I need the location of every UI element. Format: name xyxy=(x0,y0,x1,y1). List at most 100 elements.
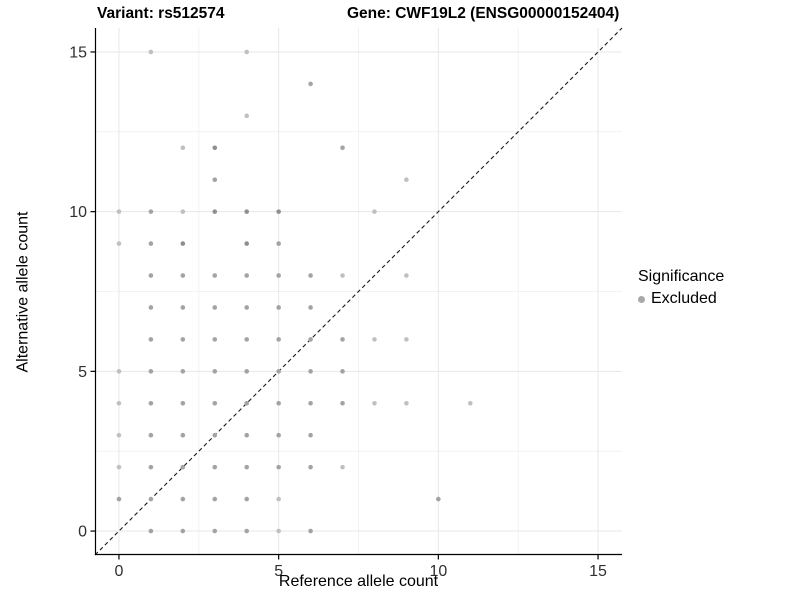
data-point xyxy=(180,145,186,151)
data-point xyxy=(308,464,313,470)
data-point xyxy=(212,273,218,278)
data-point xyxy=(116,432,122,438)
data-point xyxy=(180,528,186,534)
data-point xyxy=(212,400,218,406)
data-point xyxy=(404,400,409,406)
data-point xyxy=(308,337,313,342)
x-tick-label: 0 xyxy=(115,563,124,580)
x-axis-title: Reference allele count xyxy=(278,573,439,590)
data-point xyxy=(308,369,313,374)
data-point xyxy=(212,432,218,438)
data-point xyxy=(116,496,122,502)
y-axis-title: Alternative allele count xyxy=(14,211,32,373)
data-point xyxy=(180,305,186,310)
legend-title: Significance xyxy=(638,268,725,285)
data-point xyxy=(212,528,218,534)
data-point xyxy=(372,337,377,342)
data-point xyxy=(308,400,313,406)
y-tick-label: 15 xyxy=(69,44,87,61)
data-point xyxy=(308,432,313,438)
data-point xyxy=(116,241,122,246)
data-point xyxy=(276,273,281,278)
data-point xyxy=(404,337,409,342)
data-point xyxy=(404,273,409,278)
data-point xyxy=(244,209,250,214)
data-point xyxy=(148,49,154,55)
x-tick-label: 10 xyxy=(429,563,447,580)
data-point xyxy=(244,464,250,470)
data-point xyxy=(148,496,154,502)
data-point xyxy=(340,369,345,374)
y-tick-label: 5 xyxy=(78,364,87,381)
data-point xyxy=(404,177,409,183)
data-point xyxy=(180,496,186,502)
data-point xyxy=(148,241,154,246)
data-point xyxy=(148,369,154,374)
x-tick-label: 15 xyxy=(589,563,607,580)
data-point xyxy=(276,400,281,406)
data-point xyxy=(212,496,218,502)
legend-item-label: Excluded xyxy=(651,290,717,307)
data-point xyxy=(180,369,186,374)
data-point xyxy=(244,49,250,55)
identity-dashed-line xyxy=(94,27,623,556)
data-point xyxy=(212,337,218,342)
data-point xyxy=(212,305,218,310)
data-point xyxy=(180,337,186,342)
data-point xyxy=(148,528,154,534)
data-point xyxy=(340,337,345,342)
data-point xyxy=(340,273,345,278)
data-point xyxy=(244,241,250,246)
gene-title: Gene: CWF19L2 (ENSG00000152404) xyxy=(347,5,620,22)
data-point xyxy=(276,464,281,470)
data-point xyxy=(148,464,154,470)
data-point xyxy=(180,464,186,470)
data-point xyxy=(276,209,281,214)
y-tick-label: 10 xyxy=(69,204,87,221)
data-point xyxy=(148,209,154,214)
data-point xyxy=(308,273,313,278)
data-point xyxy=(212,177,218,183)
data-point xyxy=(180,273,186,278)
data-point xyxy=(148,305,154,310)
data-point xyxy=(244,337,250,342)
legend: Significance Excluded xyxy=(638,268,724,308)
x-tick-label: 5 xyxy=(274,563,283,580)
data-point xyxy=(244,305,250,310)
data-point xyxy=(180,400,186,406)
data-point xyxy=(276,337,281,342)
data-point xyxy=(308,81,313,87)
data-point xyxy=(276,305,281,310)
data-point xyxy=(148,400,154,406)
data-point xyxy=(340,464,345,470)
data-point xyxy=(276,432,281,438)
data-point xyxy=(116,464,122,470)
scatter-plot-canvas: 0 5 10 15 0 5 10 15 xyxy=(69,27,623,580)
data-point xyxy=(148,432,154,438)
excluded-point-icon xyxy=(638,295,645,303)
data-point xyxy=(308,305,313,310)
data-point xyxy=(180,209,186,214)
y-tick-label: 0 xyxy=(78,524,87,541)
data-point xyxy=(467,400,473,406)
data-point xyxy=(212,145,218,151)
data-point xyxy=(372,400,377,406)
data-point xyxy=(340,145,345,151)
variant-title: Variant: rs512574 xyxy=(97,5,225,22)
data-point xyxy=(212,369,218,374)
data-point xyxy=(148,337,154,342)
data-point xyxy=(244,273,250,278)
data-point xyxy=(308,528,313,534)
data-point xyxy=(372,209,377,214)
data-point xyxy=(212,464,218,470)
data-point xyxy=(244,496,250,502)
data-point xyxy=(244,432,250,438)
data-point xyxy=(436,496,441,502)
data-point xyxy=(276,528,281,534)
data-point xyxy=(148,273,154,278)
data-point xyxy=(244,113,250,119)
data-point xyxy=(276,241,281,246)
data-point xyxy=(116,209,122,214)
data-point xyxy=(244,528,250,534)
